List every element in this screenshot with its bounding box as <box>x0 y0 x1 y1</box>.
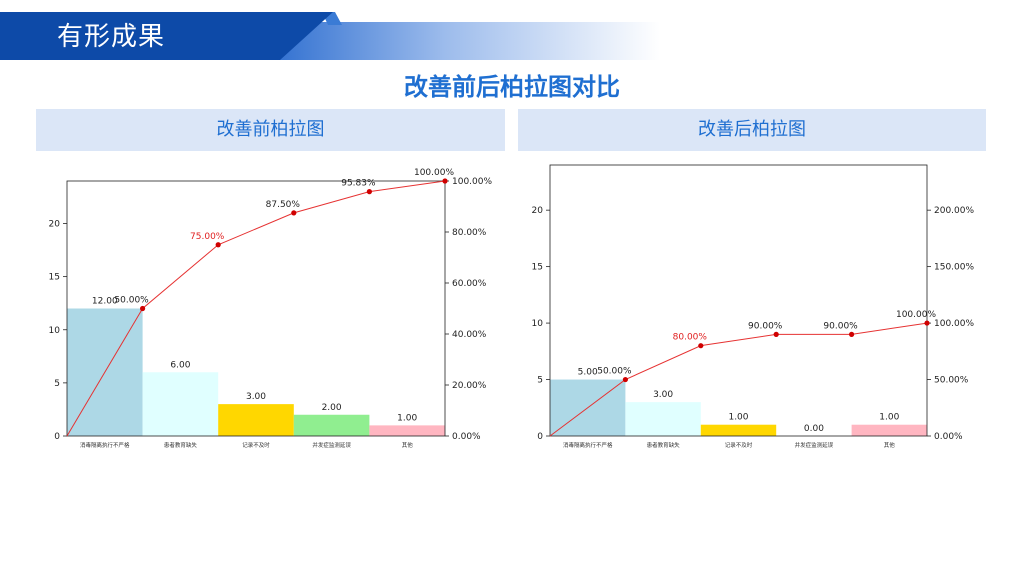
x-tick-label: 并发症监测延误 <box>312 441 351 449</box>
bar-value-label: 1.00 <box>728 413 748 423</box>
bar-value-label: 1.00 <box>397 413 417 423</box>
y2-tick-label: 100.00% <box>452 177 492 187</box>
y2-tick-label: 80.00% <box>452 228 487 238</box>
cumulative-point <box>366 189 372 195</box>
pareto-chart-before: 12.00 消毒隔离执行不严格 6.00 患者教育缺失 3.00 记录不及时 2.00 并发症… <box>49 168 493 449</box>
bar-value-label: 3.00 <box>246 392 266 402</box>
x-tick-label: 患者教育缺失 <box>647 441 681 449</box>
plot-frame <box>66 180 446 437</box>
y2-tick-label: 0.00% <box>452 432 481 442</box>
x-tick-label: 消毒隔离执行不严格 <box>563 441 613 449</box>
y-tick-label: 20 <box>532 206 544 216</box>
bar <box>369 425 445 436</box>
y2-tick-label: 150.00% <box>934 263 974 273</box>
x-tick-label: 记录不及时 <box>242 441 270 449</box>
cumulative-label: 75.00% <box>190 232 225 242</box>
cumulative-point <box>291 210 297 216</box>
bar-value-label: 2.00 <box>322 403 342 413</box>
bar-value-label: 3.00 <box>653 390 673 400</box>
cumulative-line <box>549 322 928 437</box>
cumulative-point <box>773 331 779 337</box>
bar <box>218 404 294 436</box>
bar <box>293 414 370 436</box>
x-tick-label: 其他 <box>884 441 896 449</box>
y-tick-label: 10 <box>532 319 544 329</box>
cumulative-label: 50.00% <box>597 367 632 377</box>
y-tick-label: 0 <box>537 432 543 442</box>
cumulative-point <box>442 178 448 184</box>
cumulative-point <box>924 320 930 326</box>
cumulative-label: 90.00% <box>748 321 783 331</box>
x-tick-label: 并发症监测延误 <box>795 441 834 449</box>
bar-value-label: 5.00 <box>578 368 598 378</box>
cumulative-point <box>622 376 628 383</box>
cumulative-point <box>849 331 855 337</box>
cumulative-point <box>698 343 704 349</box>
cumulative-label: 50.00% <box>114 296 149 306</box>
y-tick-label: 5 <box>537 376 543 386</box>
x-tick-label: 患者教育缺失 <box>164 441 198 449</box>
y-tick-label: 0 <box>54 432 60 442</box>
y2-tick-label: 20.00% <box>452 381 487 391</box>
cumulative-point <box>215 242 221 248</box>
cumulative-label: 87.50% <box>266 200 301 210</box>
y-tick-label: 5 <box>54 379 60 389</box>
y2-tick-label: 200.00% <box>934 206 974 216</box>
y-tick-label: 10 <box>49 326 61 336</box>
cumulative-label: 100.00% <box>896 310 936 320</box>
bar <box>625 402 701 436</box>
header-band <box>0 12 660 60</box>
y-tick-label: 15 <box>532 263 543 273</box>
cumulative-label: 80.00% <box>673 333 708 343</box>
y-tick-label: 15 <box>49 273 60 283</box>
cumulative-label: 90.00% <box>823 321 858 331</box>
cumulative-label: 95.83% <box>341 179 376 189</box>
x-tick-label: 记录不及时 <box>725 441 753 449</box>
y2-tick-label: 0.00% <box>934 432 963 442</box>
cumulative-line <box>66 180 446 437</box>
x-tick-label: 消毒隔离执行不严格 <box>80 441 130 449</box>
panel-header-before: 改善前柏拉图 <box>36 109 505 151</box>
y2-tick-label: 100.00% <box>934 319 974 329</box>
bar-value-label: 12.00 <box>92 297 118 307</box>
panel-header-after: 改善后柏拉图 <box>518 109 986 151</box>
y-tick-label: 20 <box>49 220 61 230</box>
y2-tick-label: 50.00% <box>934 376 969 386</box>
cumulative-label: 100.00% <box>414 168 454 178</box>
bar <box>142 372 219 436</box>
cumulative-point <box>140 305 146 312</box>
bar <box>700 424 777 436</box>
pareto-chart-after: 5.00 消毒隔离执行不严格 3.00 患者教育缺失 1.00 记录不及时 0.00 并发症监… <box>532 164 974 449</box>
y2-tick-label: 40.00% <box>452 330 487 340</box>
page-title: 改善前后柏拉图对比 <box>404 73 620 101</box>
bar <box>851 424 927 436</box>
x-tick-label: 其他 <box>402 441 414 449</box>
bar-value-label: 0.00 <box>804 424 824 434</box>
y2-tick-label: 60.00% <box>452 279 487 289</box>
bar-value-label: 1.00 <box>879 413 899 423</box>
header-title: 有形成果 <box>57 22 166 52</box>
bar-value-label: 6.00 <box>170 360 190 370</box>
plot-frame <box>549 164 928 437</box>
